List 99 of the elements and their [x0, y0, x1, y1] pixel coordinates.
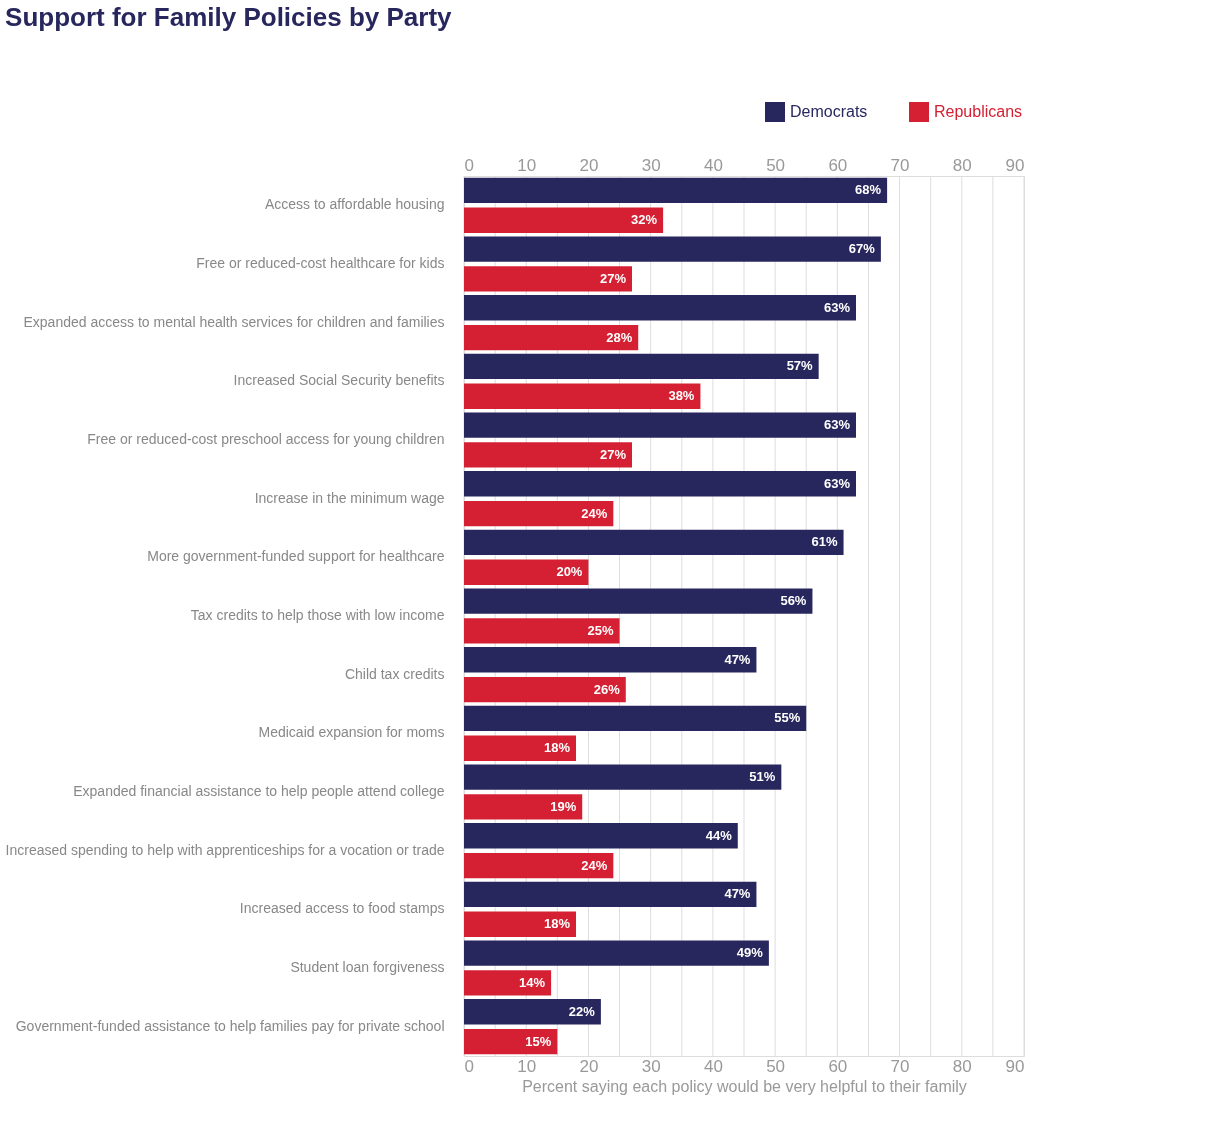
- bar: [464, 353, 819, 380]
- bar: [464, 412, 856, 438]
- y-tick-label: Increased spending to help with apprenticeships for a vocation or trade: [5, 841, 445, 858]
- x2-tick-label: 20: [579, 1056, 599, 1076]
- y-tick-label: Increase in the minimum wage: [254, 489, 445, 506]
- bar: [464, 588, 813, 614]
- bar: [464, 618, 620, 644]
- text: Support for Family Policies by Party: [5, 2, 453, 32]
- x2-tick-label: 10: [517, 1056, 537, 1076]
- data-label: 38%: [668, 388, 695, 404]
- bar: [464, 207, 664, 233]
- y-tick-label: Medicaid expansion for moms: [258, 724, 445, 741]
- data-label: 56%: [780, 593, 807, 609]
- y-tick-label: Expanded access to mental health services for children and families: [23, 313, 445, 330]
- x-tick-label: 30: [641, 155, 661, 175]
- data-label: 61%: [811, 534, 838, 550]
- x2-tick-label: 40: [703, 1056, 723, 1076]
- bar: [464, 735, 576, 761]
- data-label: 22%: [568, 1003, 596, 1019]
- x-tick-label: 50: [766, 155, 786, 175]
- x2-tick-label: 30: [641, 1056, 661, 1076]
- bar: [464, 295, 856, 321]
- data-label: 20%: [556, 564, 583, 580]
- y-tick-label: Government-funded assistance to help families pay for private school: [15, 1017, 445, 1034]
- bar: [464, 970, 552, 996]
- bar: [464, 764, 782, 790]
- data-label: 57%: [786, 358, 814, 374]
- bar: [464, 383, 701, 409]
- bar: [464, 647, 757, 673]
- data-label: 32%: [631, 212, 658, 228]
- data-label: 26%: [593, 681, 621, 697]
- data-label: 24%: [581, 505, 608, 521]
- data-label: 63%: [823, 475, 851, 491]
- x-tick-label: 10: [517, 155, 537, 175]
- data-label: 18%: [543, 740, 571, 756]
- y-tick-label: More government-funded support for healthcare: [147, 548, 445, 565]
- legend-label: Republicans: [934, 103, 1023, 120]
- x-tick-label: 40: [703, 155, 723, 175]
- x2-tick-label: 0: [464, 1056, 474, 1076]
- bar: [464, 823, 738, 849]
- x-tick-label: 20: [579, 155, 599, 175]
- bar: [464, 471, 856, 497]
- data-label: 63%: [823, 299, 851, 315]
- bar: [464, 236, 881, 262]
- data-label: 51%: [749, 769, 776, 785]
- bar: [464, 266, 632, 292]
- x-tick-label: 80: [952, 155, 972, 175]
- data-label: 18%: [543, 916, 571, 932]
- data-label: 14%: [519, 974, 546, 990]
- bar: [464, 911, 576, 937]
- x-axis-title: Percent saying each policy would be very helpful to their family: [522, 1077, 967, 1095]
- legend-label: Democrats: [790, 103, 868, 120]
- data-label: 24%: [581, 857, 608, 873]
- data-label: 28%: [606, 329, 633, 345]
- data-label: 27%: [599, 270, 627, 286]
- bar: [464, 177, 888, 204]
- bar: [464, 442, 632, 468]
- data-label: 63%: [823, 417, 851, 433]
- data-label: 49%: [736, 945, 764, 961]
- x-tick-label: 70: [890, 155, 910, 175]
- x2-tick-label: 70: [890, 1056, 910, 1076]
- y-tick-label: Increased access to food stamps: [239, 900, 445, 917]
- data-label: 68%: [855, 182, 882, 198]
- y-tick-label: Student loan forgiveness: [290, 959, 445, 975]
- x-tick-label: 0: [464, 155, 474, 175]
- y-tick-label: Free or reduced-cost preschool access for young children: [87, 431, 445, 447]
- bar: [464, 559, 589, 585]
- y-tick-label: Tax credits to help those with low income: [190, 607, 445, 623]
- bar: [464, 1028, 558, 1055]
- data-label: 25%: [587, 622, 614, 638]
- bar: [464, 705, 807, 732]
- data-label: 44%: [705, 827, 733, 843]
- bar: [464, 999, 601, 1025]
- bar: [464, 940, 769, 966]
- data-label: 15%: [525, 1033, 552, 1049]
- y-tick-label: Free or reduced-cost healthcare for kids: [196, 255, 445, 271]
- x-tick-label: 60: [828, 155, 848, 175]
- data-label: 67%: [848, 241, 876, 257]
- y-tick-label: Access to affordable housing: [264, 196, 445, 213]
- bar: [464, 881, 757, 908]
- y-tick-label: Child tax credits: [344, 665, 445, 682]
- x2-tick-label: 50: [766, 1056, 786, 1076]
- x2-tick-label: 90: [1005, 1056, 1025, 1076]
- data-label: 55%: [774, 710, 801, 726]
- bar: [464, 676, 626, 703]
- bar: [464, 529, 844, 556]
- bar: [464, 500, 614, 527]
- bar: [464, 324, 639, 351]
- data-label: 47%: [724, 651, 751, 667]
- x2-tick-label: 60: [828, 1056, 848, 1076]
- bar: [464, 794, 583, 820]
- data-label: 27%: [599, 446, 627, 462]
- data-label: 19%: [550, 798, 577, 814]
- x2-tick-label: 80: [952, 1056, 972, 1076]
- y-tick-label: Expanded financial assistance to help people attend college: [73, 783, 445, 799]
- data-label: 47%: [724, 886, 751, 902]
- x-tick-label: 90: [1005, 155, 1025, 175]
- bar: [464, 852, 614, 879]
- y-tick-label: Increased Social Security benefits: [233, 372, 445, 389]
